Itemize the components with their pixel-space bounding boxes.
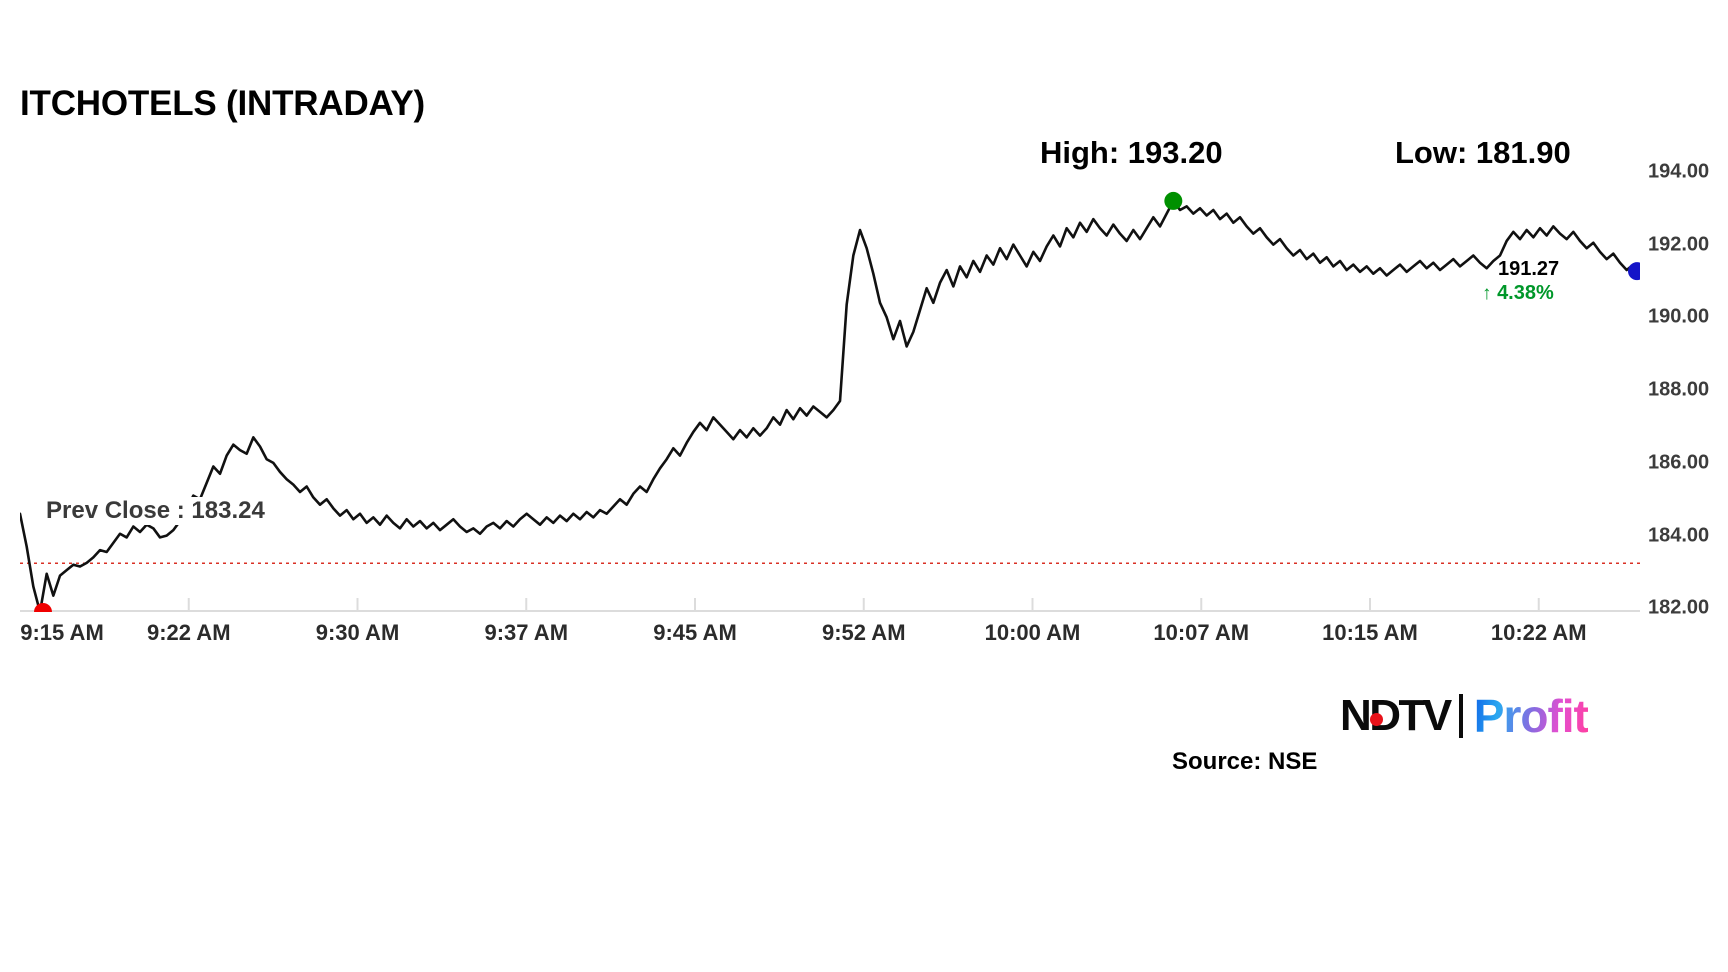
ndtv-red-dot-icon [1370, 713, 1383, 726]
prev-close-label: Prev Close : 183.24 [42, 497, 269, 525]
up-arrow-icon: ↑ [1482, 283, 1492, 304]
low-stat: Low: 181.90 [1395, 135, 1571, 170]
source-label: Source: NSE [1172, 748, 1318, 775]
y-axis-tick: 194.00 [1648, 160, 1710, 183]
y-axis: 194.00 192.00 190.00 188.00 186.00 184.00 182.… [1648, 150, 1728, 619]
last-price-marker-dot [1628, 262, 1640, 281]
high-stat: High: 193.20 [1040, 135, 1223, 170]
low-marker-dot [34, 603, 52, 612]
price-line-chart [20, 191, 1640, 612]
price-line [20, 199, 1640, 612]
last-price-label: 191.27 [1498, 258, 1560, 280]
y-axis-tick: 188.00 [1648, 378, 1710, 401]
y-axis-tick: 190.00 [1648, 305, 1710, 328]
ndtv-text: NDTV [1340, 691, 1452, 740]
y-axis-tick: 184.00 [1648, 524, 1710, 547]
ndtv-wordmark: NDTV [1340, 691, 1452, 740]
gridlines [187, 598, 1540, 612]
y-axis-tick: 182.00 [1648, 596, 1710, 619]
plot-area [20, 150, 1640, 612]
x-axis-tick: 9:37 AM [484, 620, 569, 645]
x-axis-tick: 9:52 AM [821, 620, 906, 645]
x-axis-tick: 9:15 AM [20, 620, 104, 645]
y-axis-tick: 192.00 [1648, 233, 1710, 256]
x-axis-tick: 10:15 AM [1322, 620, 1418, 645]
last-change-label: ↑ 4.38% [1482, 282, 1554, 305]
high-marker-dot [1164, 191, 1183, 210]
last-change-value: 4.38% [1497, 282, 1554, 304]
y-axis-tick: 186.00 [1648, 451, 1710, 474]
profit-wordmark: Profit [1473, 690, 1589, 742]
x-axis-tick: 9:30 AM [315, 620, 400, 645]
x-axis-tick: 9:45 AM [653, 620, 737, 645]
x-axis-tick: 10:00 AM [984, 620, 1081, 645]
page-title: ITCHOTELS (INTRADAY) [20, 84, 425, 123]
ndtv-profit-logo: NDTV Profit [1340, 690, 1589, 742]
logo-divider [1458, 694, 1463, 738]
x-axis: 9:15 AM 9:22 AM 9:30 AM 9:37 AM 9:45 AM 9:52 … [0, 620, 1728, 660]
x-axis-tick: 10:22 AM [1490, 620, 1587, 645]
x-axis-tick: 10:07 AM [1153, 620, 1250, 645]
x-axis-tick: 9:22 AM [146, 620, 231, 645]
